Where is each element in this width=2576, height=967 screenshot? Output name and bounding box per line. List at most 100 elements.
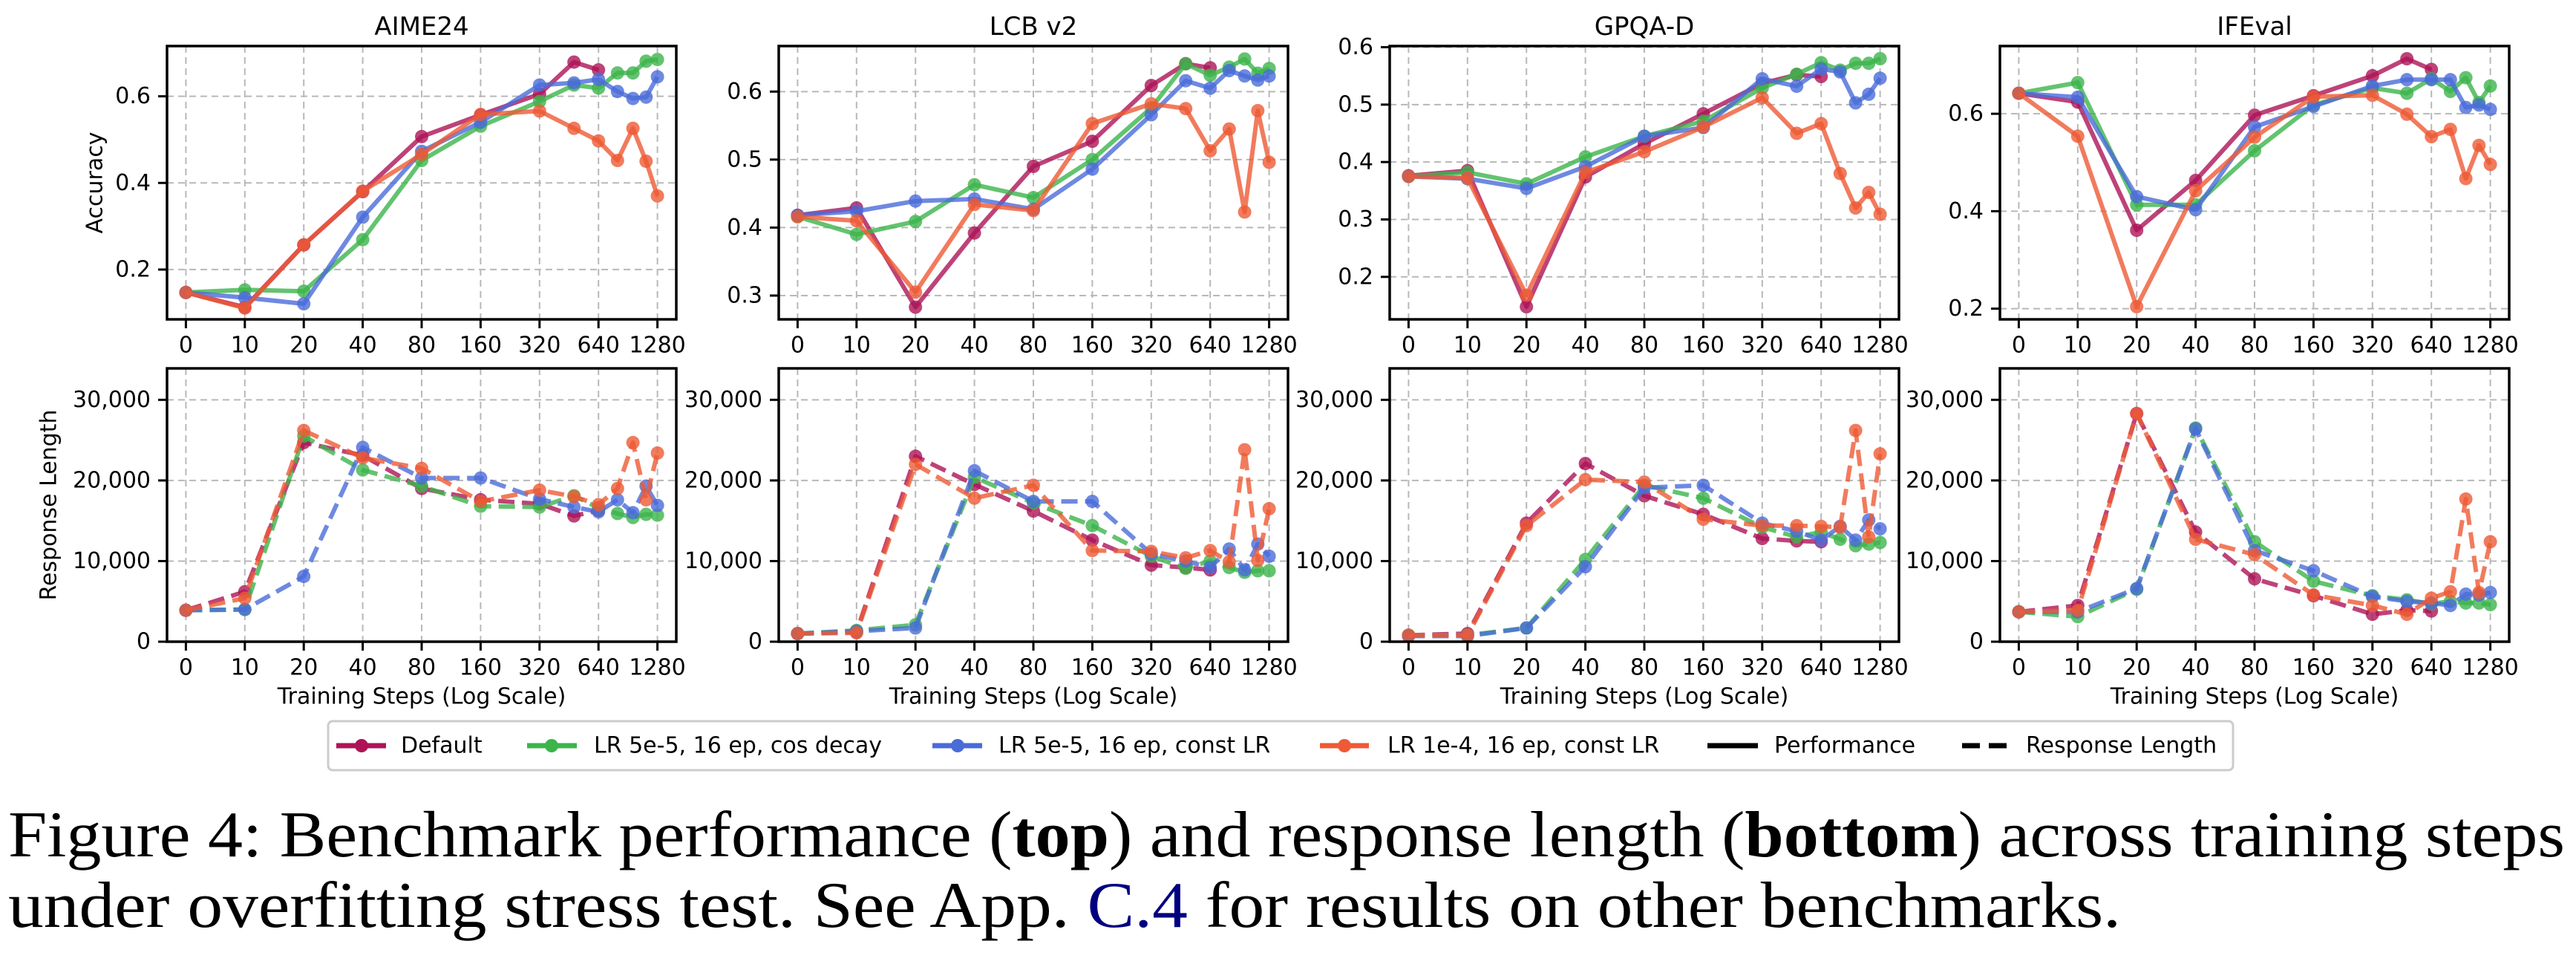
figure-caption-line-2: under overfitting stress test. See App. … xyxy=(8,870,2121,942)
x-tick-label: 320 xyxy=(1130,333,1172,359)
data-point xyxy=(2459,100,2473,114)
x-tick-label: 320 xyxy=(2351,333,2393,359)
data-point xyxy=(1755,91,1769,105)
data-point xyxy=(1862,87,1876,101)
subplot-grid: 0 10 20 40 80 160 320 640 1280 0.2 0.4 0.6 AIME24 Acc… xyxy=(36,12,2519,710)
data-point xyxy=(626,435,640,449)
data-point xyxy=(639,492,653,507)
data-point xyxy=(1179,102,1193,116)
data-point xyxy=(1402,169,1416,183)
data-point xyxy=(567,76,581,90)
data-point xyxy=(297,570,311,584)
x-tick-label: 10 xyxy=(2064,333,2092,359)
data-point xyxy=(1085,152,1099,166)
data-point xyxy=(2443,599,2457,613)
data-point xyxy=(791,627,805,641)
legend-marker-lr-5e-5-const xyxy=(951,739,964,752)
data-point xyxy=(1460,171,1474,185)
data-point xyxy=(1222,555,1236,569)
subplot-gpqa-d-accuracy: 0 10 20 40 80 160 320 640 1280 0.2 0.3 0.4 0.5 0.6 GPQ… xyxy=(1338,12,1908,359)
data-point xyxy=(2425,130,2439,143)
data-point xyxy=(1862,56,1876,71)
data-point xyxy=(1179,74,1193,88)
y-tick-label: 0.6 xyxy=(1338,34,1373,60)
x-tick-label: 40 xyxy=(349,655,377,681)
y-tick-label: 20,000 xyxy=(684,467,762,493)
y-tick-label: 10,000 xyxy=(1906,548,1984,574)
data-point xyxy=(1755,81,1769,95)
data-point xyxy=(1873,207,1887,221)
x-tick-label: 10 xyxy=(231,655,259,681)
x-tick-label: 80 xyxy=(1630,333,1658,359)
data-point xyxy=(1027,204,1040,218)
data-point xyxy=(2307,588,2321,602)
data-point xyxy=(1638,129,1651,143)
data-point xyxy=(1203,144,1217,157)
data-point xyxy=(2400,594,2414,608)
data-point xyxy=(1848,533,1863,547)
data-point xyxy=(2400,52,2414,66)
x-tick-label: 640 xyxy=(1189,333,1232,359)
data-point xyxy=(532,94,546,108)
y-tick-label: 30,000 xyxy=(1295,387,1373,413)
panel-title: AIME24 xyxy=(374,12,468,42)
data-point xyxy=(650,189,664,203)
series-lr-5e-5-16-ep-const-lr xyxy=(2012,73,2497,217)
data-point xyxy=(849,626,863,640)
data-point xyxy=(1027,160,1040,173)
data-point xyxy=(1085,518,1099,533)
data-point xyxy=(2459,492,2473,506)
data-point xyxy=(592,72,606,86)
data-point xyxy=(532,104,546,118)
legend-label-lr-5e-5-const: LR 5e-5, 16 ep, const LR xyxy=(998,733,1270,759)
data-point xyxy=(909,194,923,208)
caption-text: Figure 4: Benchmark performance ( xyxy=(8,799,1012,871)
data-point xyxy=(849,227,863,241)
data-point xyxy=(2130,406,2144,420)
x-axis-label: Training Steps (Log Scale) xyxy=(889,684,1178,710)
y-tick-label: 20,000 xyxy=(73,467,151,493)
panel-title: GPQA-D xyxy=(1595,12,1695,42)
legend-frame xyxy=(327,720,2235,772)
data-point xyxy=(297,238,311,252)
x-tick-label: 80 xyxy=(1019,333,1047,359)
data-point xyxy=(1238,443,1252,457)
data-point xyxy=(2472,585,2486,599)
x-tick-label: 640 xyxy=(2410,333,2453,359)
y-tick-label: 0 xyxy=(1969,629,1984,655)
data-point xyxy=(1251,553,1265,567)
x-tick-label: 320 xyxy=(518,333,560,359)
data-point xyxy=(1790,518,1804,533)
x-tick-label: 0 xyxy=(1402,655,1416,681)
data-point xyxy=(238,602,252,616)
data-point xyxy=(650,446,664,460)
y-tick-label: 0 xyxy=(1359,629,1373,655)
data-point xyxy=(1790,79,1804,94)
data-point xyxy=(2070,90,2085,104)
data-point xyxy=(1238,69,1252,83)
data-point xyxy=(2400,107,2414,121)
x-tick-label: 640 xyxy=(578,655,620,681)
y-tick-label: 0.3 xyxy=(727,282,762,308)
x-tick-label: 80 xyxy=(1019,655,1047,681)
data-point xyxy=(909,621,923,635)
data-point xyxy=(567,489,581,504)
data-point xyxy=(1790,67,1804,81)
data-point xyxy=(650,53,664,67)
y-tick-label: 0.6 xyxy=(1948,101,1984,127)
data-point xyxy=(2483,535,2497,549)
appendix-link[interactable]: C.4 xyxy=(1088,870,1188,942)
x-tick-label: 160 xyxy=(460,655,502,681)
data-point xyxy=(1755,518,1769,533)
data-point xyxy=(1179,551,1193,565)
x-tick-label: 160 xyxy=(460,333,502,359)
data-point xyxy=(2307,574,2321,588)
grid xyxy=(2000,46,2509,319)
data-point xyxy=(2365,88,2379,102)
data-point xyxy=(1203,81,1217,95)
data-point xyxy=(1848,96,1863,110)
data-point xyxy=(2459,71,2473,85)
caption-text: ) and response length ( xyxy=(1109,799,1745,871)
data-point xyxy=(650,508,664,522)
x-tick-label: 80 xyxy=(2240,655,2269,681)
